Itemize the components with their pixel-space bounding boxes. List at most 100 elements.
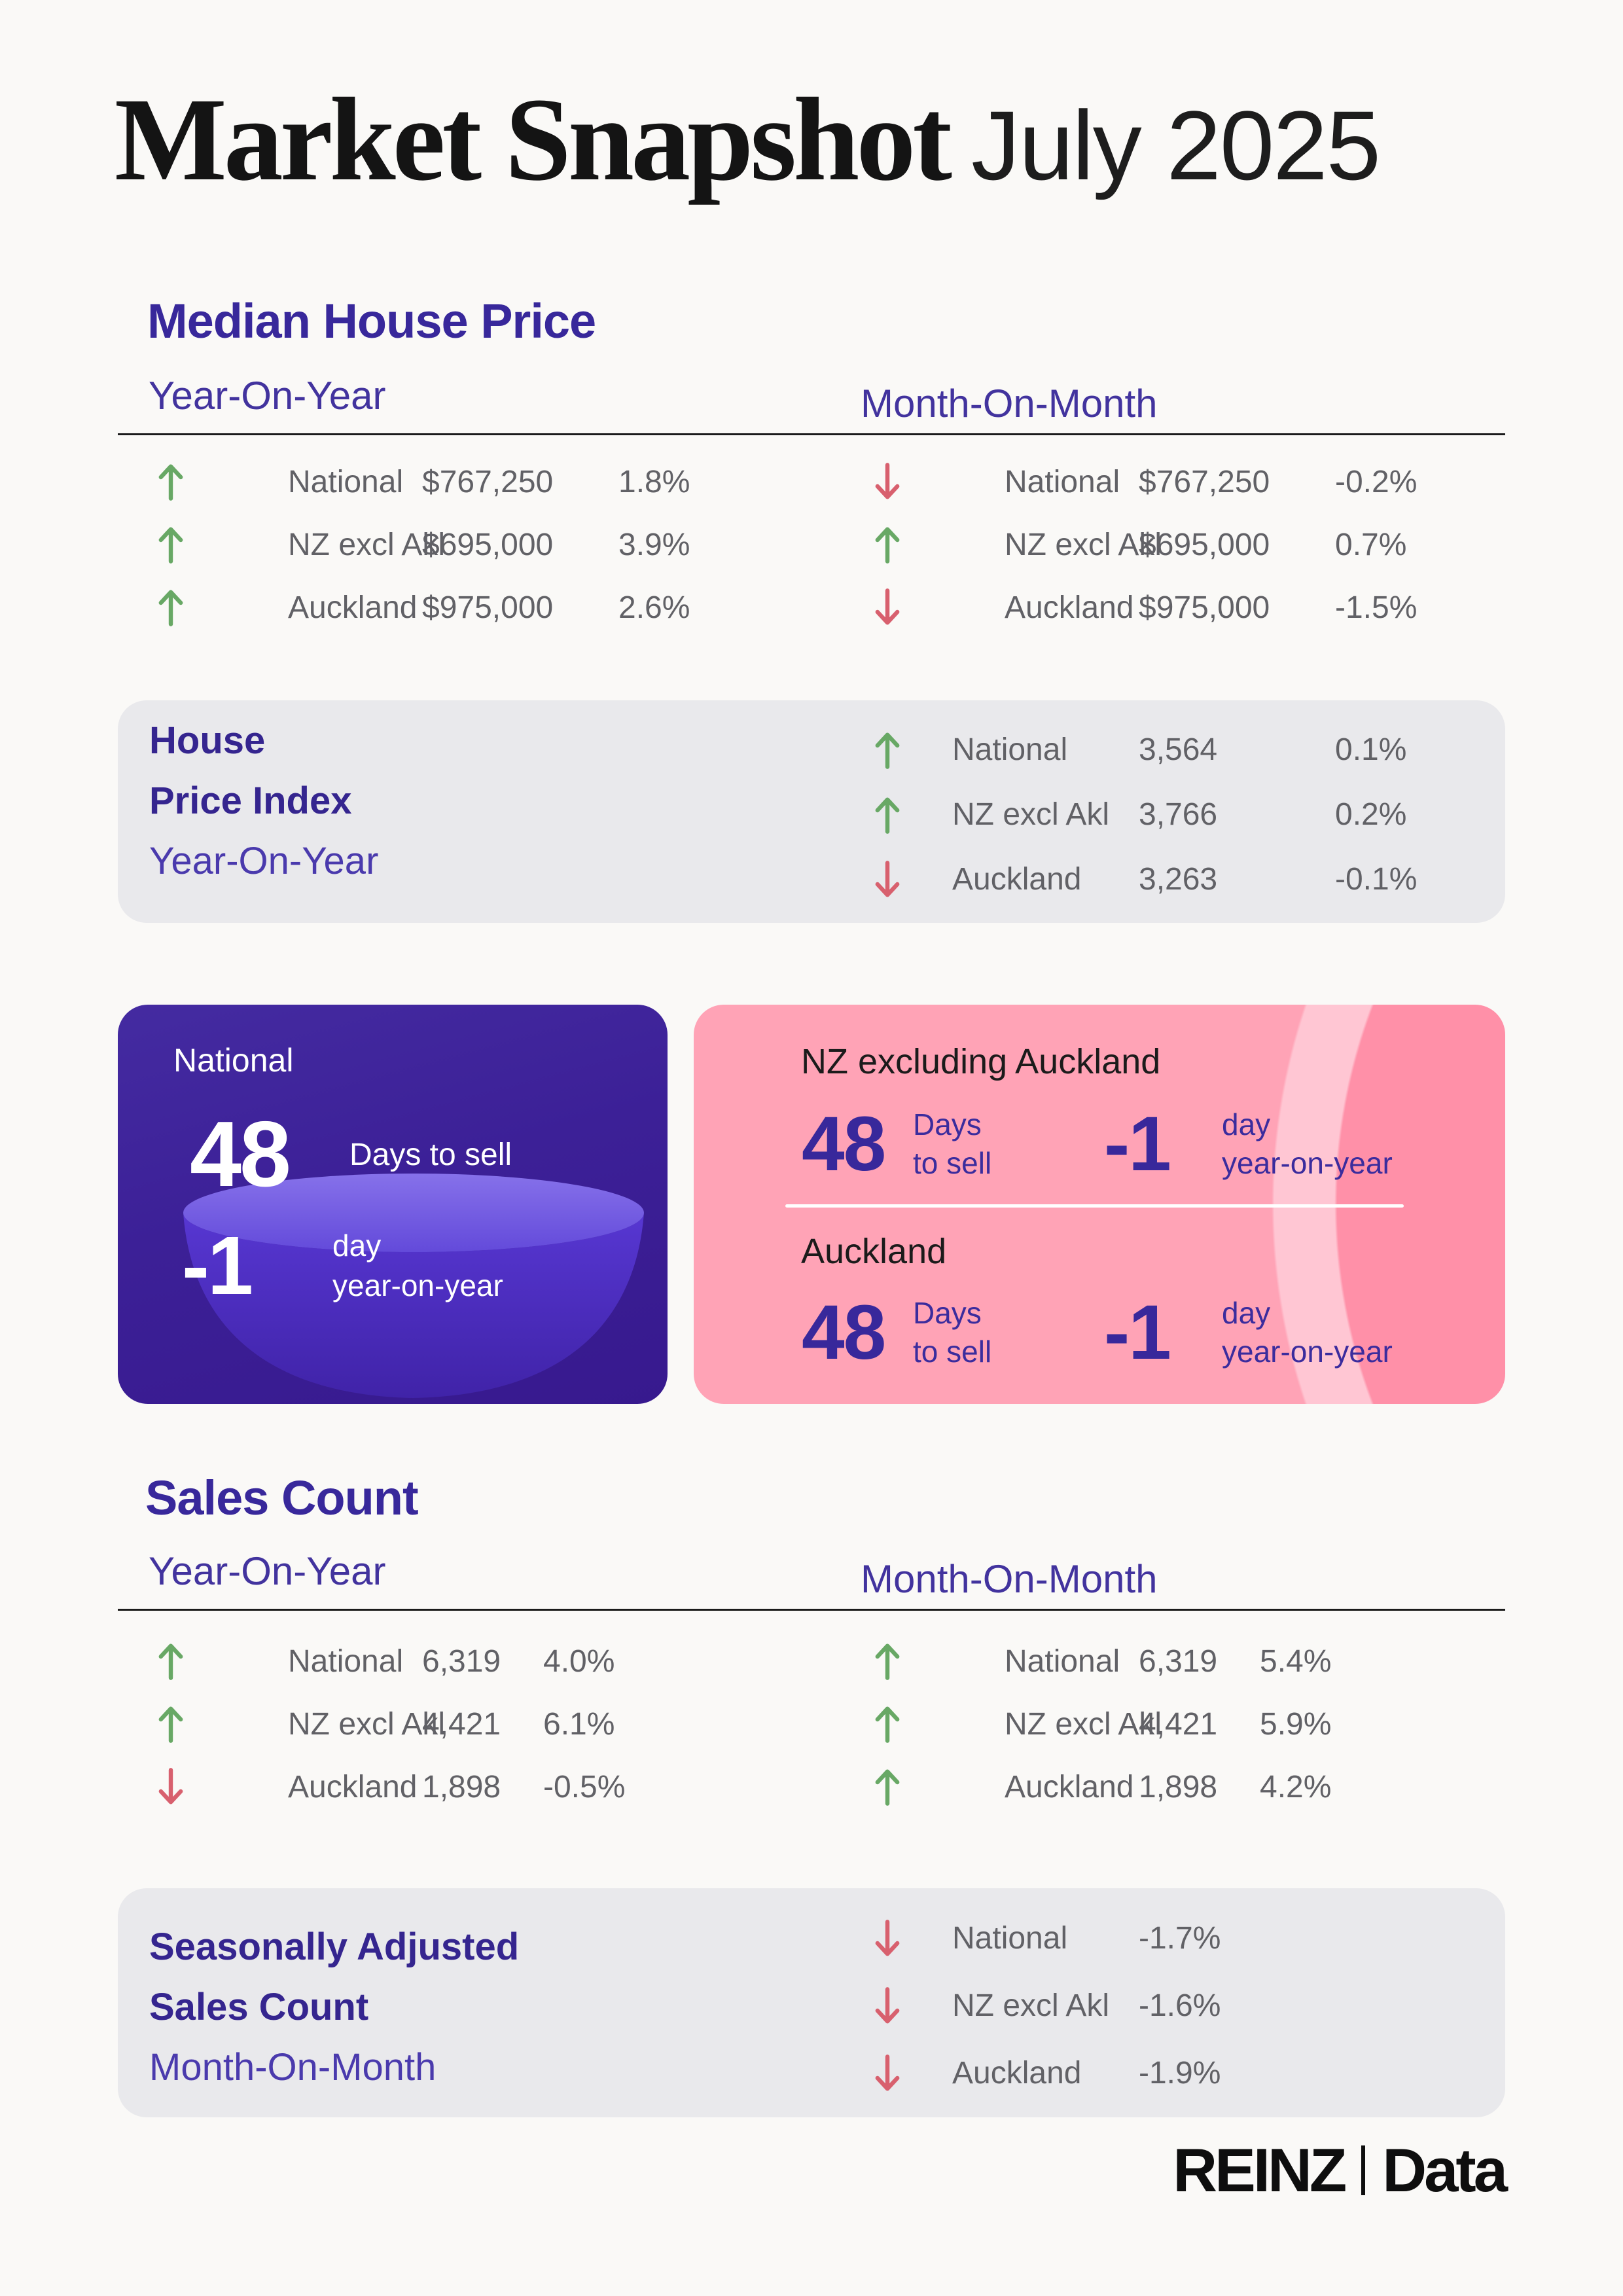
stat-value: $975,000 [422, 590, 554, 625]
region-label: NZ excl Akl [288, 1706, 446, 1742]
days-change-label-line1: day [1222, 1296, 1271, 1331]
median-divider-line [118, 433, 1505, 435]
stat-value: 6,319 [422, 1643, 501, 1679]
stat-change-percent: -1.7% [1139, 1921, 1221, 1956]
stat-row: Auckland $975,000 2.6% [157, 576, 780, 639]
days-change-label-line2: year-on-year [1222, 1335, 1393, 1369]
days-to-sell-stat: 48 Days to sell [190, 1108, 512, 1201]
stat-change-percent: -0.1% [1335, 862, 1418, 897]
hpi-rows: National 3,564 0.1% NZ excl Akl 3,766 0.… [839, 717, 1500, 912]
region-label: Auckland [1005, 590, 1134, 625]
days-label-line1: Days [913, 1107, 982, 1142]
median-mom-rows: National $767,250 -0.2% NZ excl Akl $695… [839, 450, 1507, 639]
trend-arrow-icon [157, 524, 185, 565]
page-title: Market Snapshot July 2025 [115, 77, 1381, 202]
days-label-line1: Days [913, 1296, 982, 1331]
card-region-label: National [173, 1042, 294, 1079]
stat-change-percent: 0.1% [1335, 732, 1407, 767]
region-label: Auckland [288, 590, 418, 625]
sales-mom-label: Month-On-Month [861, 1557, 1158, 1601]
days-change-value: -1 [1104, 1289, 1171, 1376]
days-to-sell-label: Days to sell [349, 1137, 512, 1172]
stat-change-percent: 5.9% [1260, 1706, 1332, 1742]
days-to-sell-value: 48 [802, 1289, 886, 1376]
stat-value: 6,319 [1139, 1643, 1218, 1679]
trend-arrow-icon [874, 1918, 901, 1959]
region-label: National [952, 732, 1068, 767]
trend-arrow-icon [157, 587, 185, 628]
sales-yoy-rows: National 6,319 4.0% NZ excl Akl 4,421 6.… [119, 1630, 780, 1818]
days-to-sell-label: Days to sell [913, 1294, 1104, 1371]
stat-change-percent: 4.2% [1260, 1769, 1332, 1804]
days-change-label: day year-on-year [332, 1226, 503, 1305]
stat-value: $767,250 [1139, 464, 1270, 499]
seasonal-rows: National -1.7% NZ excl Akl -1.6% Aucklan… [839, 1905, 1500, 2107]
sales-mom-rows: National 6,319 5.4% NZ excl Akl 4,421 5.… [839, 1630, 1507, 1818]
region-label: NZ excl Akl [952, 1988, 1110, 2023]
stat-value: 3,564 [1139, 732, 1218, 767]
sales-count-heading: Sales Count [145, 1471, 419, 1525]
stat-row: National 6,319 4.0% [157, 1630, 780, 1693]
stat-row: NZ excl Akl -1.6% [874, 1972, 1500, 2039]
box-title-line: Sales Count [149, 1985, 369, 2028]
trend-arrow-icon [874, 461, 901, 502]
trend-arrow-icon [874, 2053, 901, 2094]
days-to-sell-regions-card: NZ excluding Auckland 48 Days to sell -1… [694, 1005, 1505, 1404]
house-price-index-titles: House Price Index Year-On-Year [149, 710, 378, 891]
stat-row: Auckland 1,898 4.2% [874, 1755, 1507, 1818]
region-label: NZ excl Akl [1005, 527, 1162, 562]
sales-divider-line [118, 1609, 1505, 1611]
stat-value: 3,263 [1139, 862, 1218, 897]
days-to-sell-value: 48 [190, 1102, 291, 1206]
stat-row: NZ excl Akl $695,000 3.9% [157, 513, 780, 576]
stat-row: Auckland -1.9% [874, 2039, 1500, 2107]
trend-arrow-icon [874, 1986, 901, 2026]
box-title-line: Price Index [149, 779, 352, 822]
days-to-sell-stat: 48 Days to sell -1 day year-on-year [802, 1283, 1393, 1382]
trend-arrow-icon [157, 1704, 185, 1744]
trend-arrow-icon [874, 587, 901, 628]
stat-row: NZ excl Akl 4,421 6.1% [157, 1693, 780, 1755]
stat-row: NZ excl Akl 3,766 0.2% [874, 782, 1500, 847]
region-label: NZ excl Akl [952, 797, 1110, 832]
box-title-line: Seasonally Adjusted [149, 1925, 520, 1968]
stat-change-percent: 2.6% [618, 590, 690, 625]
stat-value: 4,421 [422, 1706, 501, 1742]
days-change-label: day year-on-year [1222, 1294, 1393, 1371]
stat-change-percent: 5.4% [1260, 1643, 1332, 1679]
card-divider-line [785, 1204, 1404, 1208]
page-title-period: July 2025 [971, 90, 1381, 200]
box-subtitle: Year-On-Year [149, 839, 379, 882]
region-label: Auckland [1005, 1769, 1134, 1804]
median-yoy-rows: National $767,250 1.8% NZ excl Akl $695,… [119, 450, 780, 639]
stat-value: 4,421 [1139, 1706, 1218, 1742]
seasonally-adjusted-box [118, 1888, 1505, 2117]
logo-product-text: Data [1382, 2136, 1508, 2204]
stat-change-percent: 4.0% [543, 1643, 615, 1679]
stat-row: National -1.7% [874, 1905, 1500, 1972]
card-region-label: Auckland [801, 1232, 947, 1271]
median-house-price-heading: Median House Price [147, 294, 596, 348]
stat-change-percent: 6.1% [543, 1706, 615, 1742]
stat-row: NZ excl Akl 4,421 5.9% [874, 1693, 1507, 1755]
days-to-sell-bowl-graphic [183, 1174, 644, 1398]
trend-arrow-icon [874, 1641, 901, 1681]
median-mom-label: Month-On-Month [861, 382, 1158, 425]
trend-arrow-icon [874, 524, 901, 565]
box-title-line: House [149, 719, 266, 762]
house-price-index-box [118, 700, 1505, 923]
stat-row: Auckland $975,000 -1.5% [874, 576, 1507, 639]
trend-arrow-icon [157, 461, 185, 502]
stat-row: Auckland 3,263 -0.1% [874, 847, 1500, 912]
stat-value: $695,000 [1139, 527, 1270, 562]
region-label: National [288, 464, 404, 499]
trend-arrow-icon [874, 795, 901, 835]
region-label: National [952, 1921, 1068, 1956]
stat-change-percent: -1.5% [1335, 590, 1418, 625]
stat-change-percent: -0.5% [543, 1769, 626, 1804]
trend-arrow-icon [874, 1767, 901, 1807]
trend-arrow-icon [157, 1767, 185, 1807]
stat-value: $975,000 [1139, 590, 1270, 625]
trend-arrow-icon [874, 859, 901, 900]
